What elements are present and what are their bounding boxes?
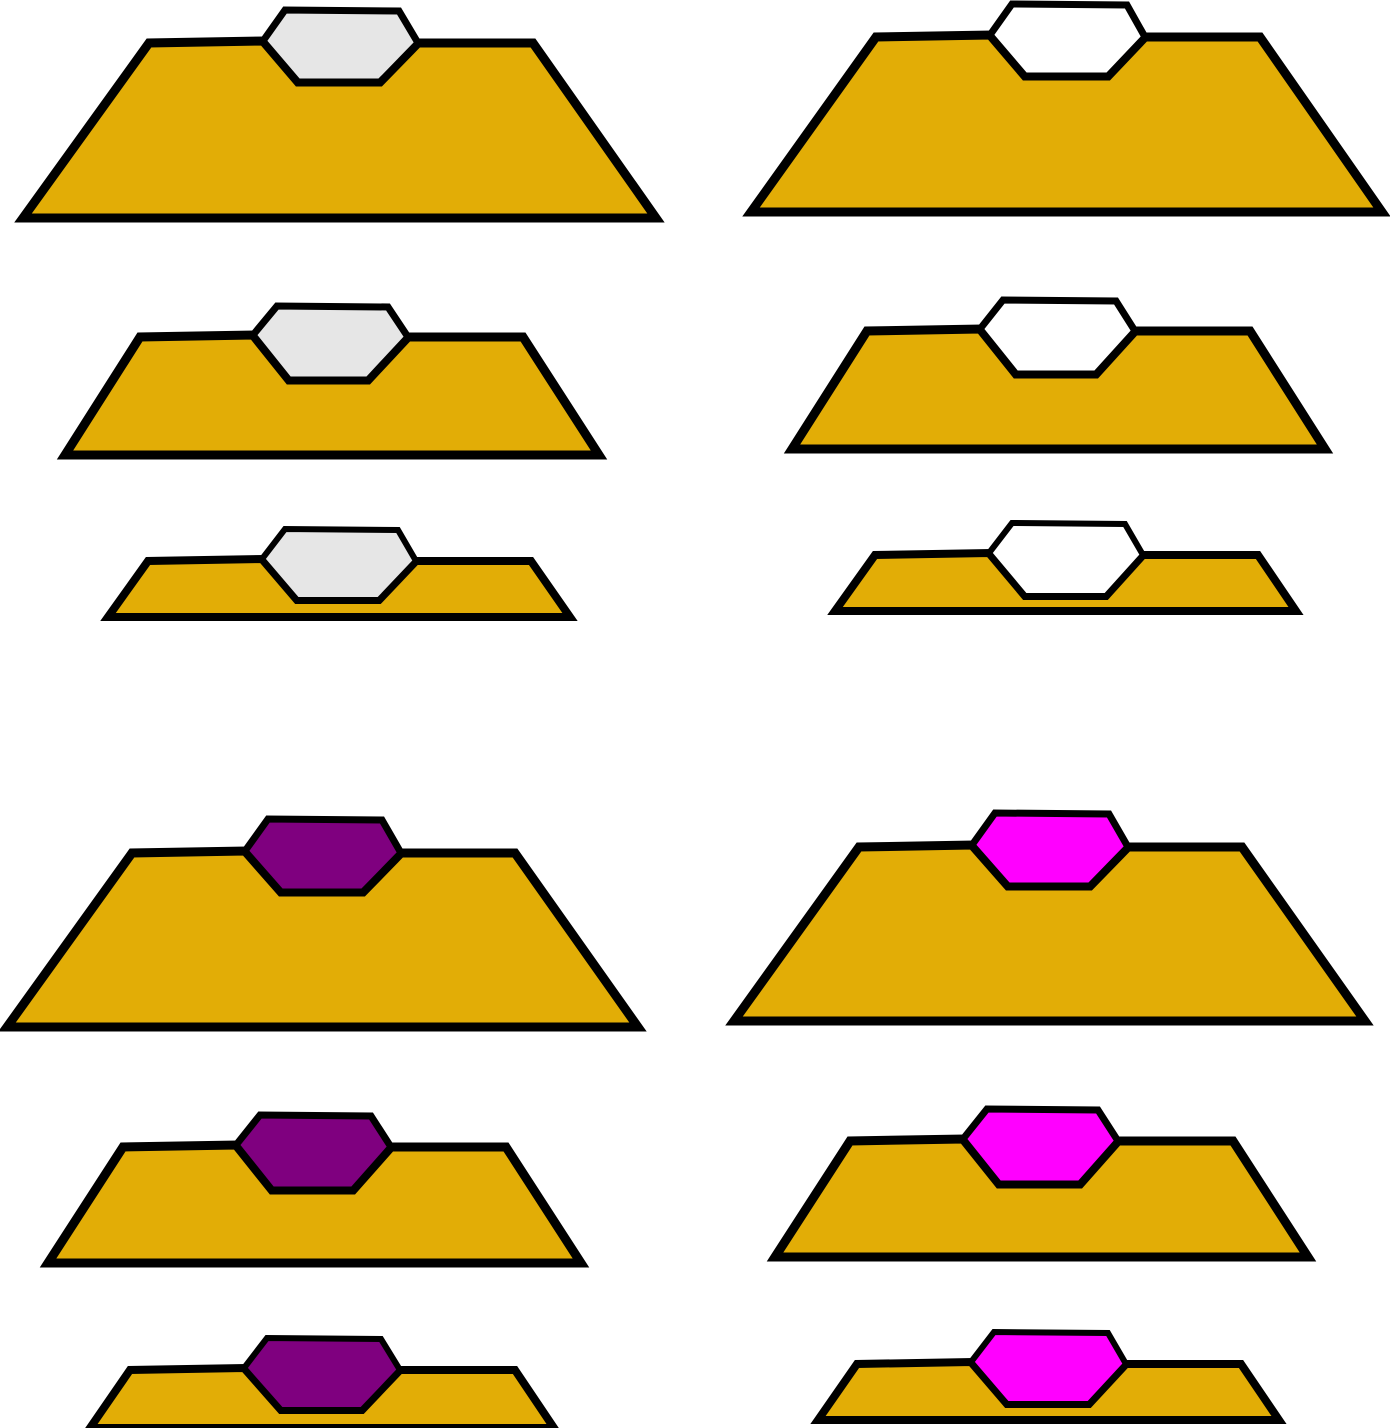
white-gem-column [742, 0, 1390, 615]
hexagon-gem-icon [248, 302, 413, 384]
gem-trapezoid-small [85, 1334, 559, 1428]
hexagon-gem-icon [975, 296, 1140, 378]
gem-trapezoid-large [14, 6, 665, 223]
gem-trapezoid-small [810, 1328, 1287, 1424]
gem-trapezoid-medium [766, 1105, 1317, 1262]
gem-trapezoid-large [0, 815, 647, 1032]
gem-trapezoid-medium [56, 302, 608, 460]
hexagon-gem-icon [231, 1111, 396, 1194]
gem-trapezoid-medium [783, 296, 1334, 454]
hexagon-gem-icon [967, 809, 1133, 890]
gem-trapezoid-small [827, 519, 1304, 615]
gem-trapezoid-medium [39, 1111, 590, 1268]
hexagon-gem-icon [240, 815, 406, 896]
hexagon-gem-icon [985, 519, 1147, 599]
magenta-gem-column [725, 809, 1374, 1424]
hexagon-gem-icon [258, 525, 420, 603]
gem-trapezoid-large [742, 0, 1390, 217]
gem-trapezoid-large [725, 809, 1374, 1026]
gem-trapezoid-small [100, 525, 578, 621]
hexagon-gem-icon [967, 1328, 1130, 1407]
hexagon-gem-icon [240, 1334, 404, 1413]
light-gray-gem-column [14, 6, 665, 621]
hexagon-gem-icon [958, 1105, 1123, 1188]
hexagon-gem-icon [985, 0, 1150, 80]
purple-gem-column [0, 815, 647, 1428]
hexagon-gem-icon [258, 6, 423, 86]
